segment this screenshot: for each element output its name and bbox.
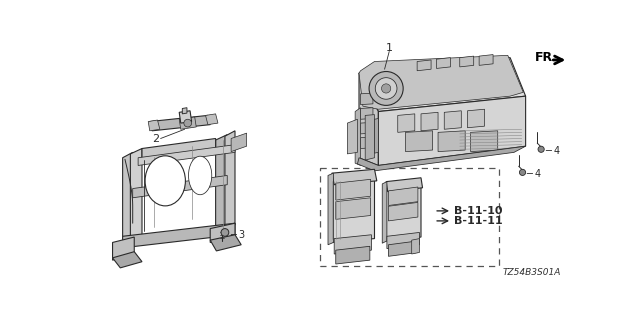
Polygon shape	[123, 223, 235, 248]
Circle shape	[520, 169, 525, 175]
Text: ─ 3: ─ 3	[230, 230, 246, 240]
Polygon shape	[336, 246, 370, 264]
Text: ─ 4: ─ 4	[527, 169, 541, 179]
Circle shape	[381, 84, 391, 93]
Polygon shape	[421, 112, 438, 131]
Polygon shape	[365, 115, 374, 160]
Polygon shape	[467, 109, 484, 128]
Polygon shape	[359, 58, 525, 112]
Polygon shape	[358, 146, 525, 171]
Ellipse shape	[145, 156, 186, 206]
Polygon shape	[388, 241, 418, 256]
Polygon shape	[332, 177, 374, 243]
Polygon shape	[360, 93, 373, 105]
Polygon shape	[378, 96, 525, 165]
Circle shape	[538, 146, 544, 152]
Polygon shape	[382, 182, 387, 243]
Circle shape	[369, 71, 403, 105]
Text: ─ 4: ─ 4	[545, 146, 560, 156]
Polygon shape	[360, 137, 373, 148]
Polygon shape	[150, 116, 210, 131]
Polygon shape	[388, 187, 418, 205]
Text: 2: 2	[152, 133, 159, 143]
Polygon shape	[210, 223, 235, 243]
Polygon shape	[113, 237, 134, 260]
Circle shape	[375, 78, 397, 99]
Text: B-11-11: B-11-11	[454, 216, 503, 226]
Polygon shape	[179, 117, 196, 129]
Polygon shape	[470, 131, 498, 152]
Polygon shape	[359, 55, 524, 109]
Polygon shape	[336, 179, 371, 200]
Polygon shape	[348, 119, 358, 154]
Polygon shape	[334, 235, 371, 254]
Polygon shape	[397, 114, 415, 132]
Polygon shape	[387, 232, 419, 249]
Polygon shape	[328, 173, 333, 245]
Polygon shape	[179, 111, 191, 123]
Polygon shape	[360, 108, 373, 119]
Text: FR.: FR.	[535, 51, 558, 64]
Polygon shape	[225, 131, 235, 230]
Polygon shape	[406, 131, 433, 152]
Polygon shape	[360, 122, 373, 134]
Text: B-11-10: B-11-10	[454, 206, 503, 216]
Text: TZ54B3S01A: TZ54B3S01A	[502, 268, 561, 277]
Polygon shape	[355, 108, 360, 165]
Polygon shape	[436, 58, 451, 68]
Ellipse shape	[189, 156, 212, 195]
Polygon shape	[438, 131, 465, 152]
Polygon shape	[113, 252, 142, 268]
Polygon shape	[216, 135, 227, 235]
Polygon shape	[123, 152, 132, 252]
Circle shape	[221, 228, 229, 236]
Polygon shape	[359, 73, 378, 165]
Polygon shape	[332, 169, 377, 185]
Polygon shape	[417, 60, 431, 71]
Text: 1: 1	[386, 43, 393, 52]
Bar	[320, 168, 499, 266]
Polygon shape	[336, 198, 371, 219]
Polygon shape	[374, 118, 378, 153]
Polygon shape	[131, 148, 142, 243]
Polygon shape	[210, 235, 241, 251]
Circle shape	[184, 119, 191, 127]
Polygon shape	[138, 145, 235, 165]
Polygon shape	[142, 139, 216, 160]
Polygon shape	[412, 239, 419, 254]
Polygon shape	[460, 56, 474, 67]
Polygon shape	[386, 185, 421, 241]
Polygon shape	[444, 111, 461, 129]
Polygon shape	[148, 120, 160, 131]
Polygon shape	[231, 133, 246, 152]
Polygon shape	[205, 114, 218, 124]
Polygon shape	[479, 55, 493, 65]
Polygon shape	[182, 108, 187, 114]
Polygon shape	[132, 175, 227, 198]
Polygon shape	[386, 178, 422, 192]
Polygon shape	[388, 203, 418, 221]
